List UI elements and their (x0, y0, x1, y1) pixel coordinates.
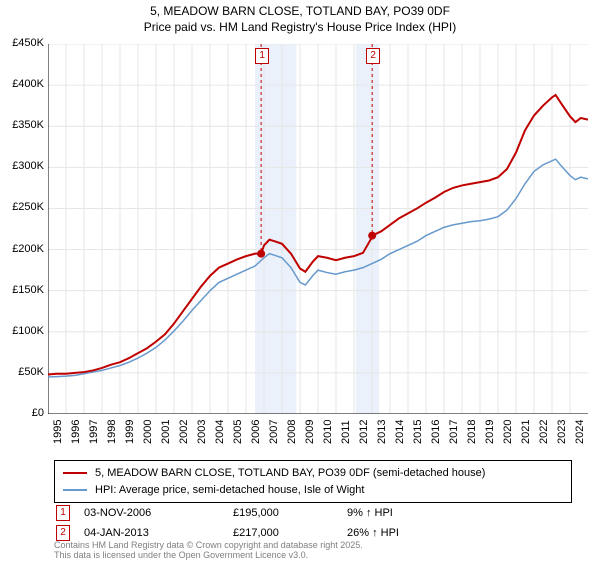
title-line2: Price paid vs. HM Land Registry's House … (0, 20, 600, 36)
xaxis-tick-label: 2021 (520, 420, 532, 444)
yaxis-tick-label: £0 (4, 407, 44, 419)
xaxis-tick-label: 1995 (52, 420, 64, 444)
sale-delta: 9% ↑ HPI (347, 504, 411, 522)
xaxis-tick-label: 2018 (466, 420, 478, 444)
sale-marker-icon: 2 (56, 525, 70, 541)
footer: Contains HM Land Registry data © Crown c… (54, 540, 363, 561)
sale-marker-flag: 2 (366, 48, 380, 64)
xaxis-tick-label: 2016 (430, 420, 442, 444)
legend: 5, MEADOW BARN CLOSE, TOTLAND BAY, PO39 … (54, 460, 572, 503)
chart: £0£50K£100K£150K£200K£250K£300K£350K£400… (48, 44, 588, 414)
sale-date: 03-NOV-2006 (84, 504, 231, 522)
xaxis-tick-label: 2012 (358, 420, 370, 444)
xaxis-tick-label: 2009 (304, 420, 316, 444)
xaxis-tick-label: 2023 (556, 420, 568, 444)
xaxis-tick-label: 2013 (376, 420, 388, 444)
xaxis-tick-label: 2019 (484, 420, 496, 444)
sale-price: £195,000 (233, 504, 345, 522)
xaxis-tick-label: 2008 (286, 420, 298, 444)
xaxis-tick-label: 2001 (160, 420, 172, 444)
sales-table: 1 03-NOV-2006 £195,000 9% ↑ HPI 2 04-JAN… (54, 502, 413, 544)
yaxis-tick-label: £300K (4, 160, 44, 172)
xaxis-tick-label: 2005 (232, 420, 244, 444)
xaxis-tick-label: 2011 (340, 420, 352, 444)
yaxis-tick-label: £400K (4, 78, 44, 90)
yaxis-tick-label: £50K (4, 366, 44, 378)
chart-title: 5, MEADOW BARN CLOSE, TOTLAND BAY, PO39 … (0, 0, 600, 35)
legend-label-hpi: HPI: Average price, semi-detached house,… (95, 482, 364, 499)
xaxis-tick-label: 2024 (574, 420, 586, 444)
table-row: 1 03-NOV-2006 £195,000 9% ↑ HPI (56, 504, 411, 522)
footer-line1: Contains HM Land Registry data © Crown c… (54, 540, 363, 550)
legend-item-hpi: HPI: Average price, semi-detached house,… (63, 482, 563, 499)
xaxis-tick-label: 2022 (538, 420, 550, 444)
title-line1: 5, MEADOW BARN CLOSE, TOTLAND BAY, PO39 … (0, 4, 600, 20)
sale-marker-flag: 1 (255, 48, 269, 64)
yaxis-tick-label: £350K (4, 119, 44, 131)
footer-line2: This data is licensed under the Open Gov… (54, 550, 363, 560)
yaxis-tick-label: £450K (4, 37, 44, 49)
xaxis-tick-label: 1999 (124, 420, 136, 444)
xaxis-tick-label: 1996 (70, 420, 82, 444)
legend-label-property: 5, MEADOW BARN CLOSE, TOTLAND BAY, PO39 … (95, 465, 485, 482)
xaxis-tick-label: 2003 (196, 420, 208, 444)
yaxis-tick-label: £100K (4, 325, 44, 337)
xaxis-tick-label: 2015 (412, 420, 424, 444)
xaxis-tick-label: 2017 (448, 420, 460, 444)
yaxis-tick-label: £250K (4, 201, 44, 213)
legend-swatch-hpi (63, 489, 87, 491)
xaxis-tick-label: 2002 (178, 420, 190, 444)
yaxis-tick-label: £150K (4, 284, 44, 296)
legend-swatch-property (63, 472, 87, 474)
xaxis-tick-label: 2006 (250, 420, 262, 444)
yaxis-tick-label: £200K (4, 243, 44, 255)
xaxis-tick-label: 1997 (88, 420, 100, 444)
xaxis-tick-label: 1998 (106, 420, 118, 444)
sale-marker-icon: 1 (56, 505, 70, 521)
xaxis-tick-label: 2014 (394, 420, 406, 444)
xaxis-tick-label: 2010 (322, 420, 334, 444)
xaxis-tick-label: 2000 (142, 420, 154, 444)
xaxis-tick-label: 2007 (268, 420, 280, 444)
xaxis-tick-label: 2004 (214, 420, 226, 444)
xaxis-tick-label: 2020 (502, 420, 514, 444)
legend-item-property: 5, MEADOW BARN CLOSE, TOTLAND BAY, PO39 … (63, 465, 563, 482)
